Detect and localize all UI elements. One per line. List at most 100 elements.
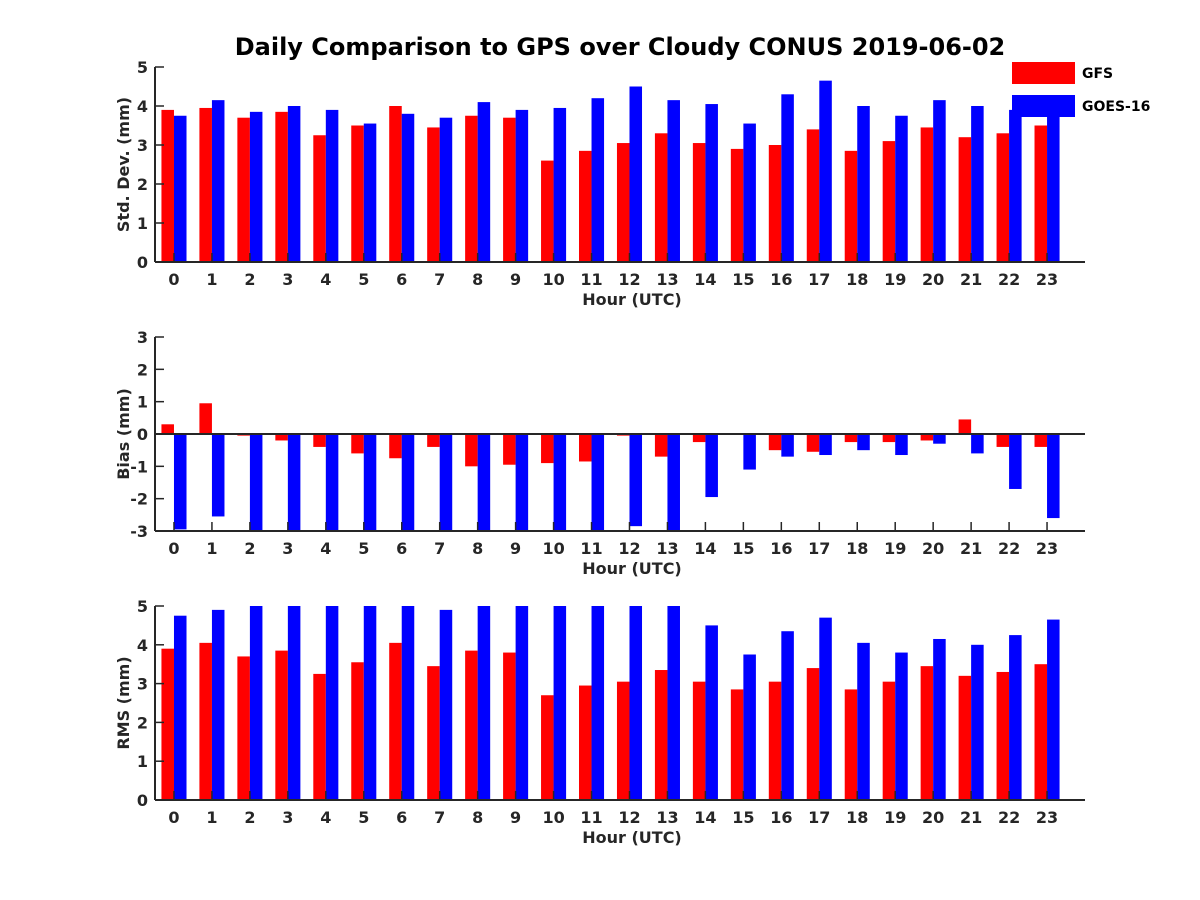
- bar-goes-16-3: [287, 106, 301, 262]
- x-tick-label: 3: [282, 808, 293, 827]
- y-tick-label: 1: [137, 752, 148, 771]
- x-tick-label: 20: [922, 539, 944, 558]
- x-tick-label: 0: [168, 270, 179, 289]
- bar-gfs-17: [806, 129, 820, 262]
- bar-goes-16-5: [363, 606, 377, 800]
- x-tick-label: 23: [1036, 808, 1058, 827]
- bar-goes-16-3: [287, 606, 301, 800]
- x-tick-label: 13: [656, 539, 678, 558]
- y-tick-label: 3: [137, 328, 148, 347]
- x-tick-label: 1: [206, 808, 217, 827]
- bar-goes-16-13: [667, 606, 680, 800]
- x-tick-label: 11: [580, 270, 602, 289]
- y-tick-label: 2: [137, 175, 148, 194]
- bar-gfs-18: [844, 150, 858, 262]
- x-tick-label: 6: [396, 270, 407, 289]
- x-tick-label: 11: [580, 808, 602, 827]
- x-tick-label: 10: [542, 808, 564, 827]
- bar-goes-16-4: [325, 434, 339, 531]
- bar-goes-16-18: [857, 434, 870, 451]
- x-tick-label: 17: [808, 270, 830, 289]
- bar-goes-16-17: [819, 80, 832, 263]
- bar-goes-16-14: [705, 104, 718, 262]
- bar-gfs-12: [616, 143, 630, 262]
- bar-goes-16-20: [933, 638, 946, 800]
- x-tick-label: 8: [472, 808, 483, 827]
- x-tick-label: 5: [358, 539, 369, 558]
- x-tick-label: 2: [244, 808, 255, 827]
- bar-goes-16-11: [591, 434, 605, 531]
- bar-goes-16-9: [515, 434, 529, 531]
- y-tick-label: 2: [137, 713, 148, 732]
- x-tick-label: 22: [998, 808, 1020, 827]
- bar-goes-16-18: [857, 106, 870, 262]
- bar-goes-16-17: [819, 617, 832, 800]
- bar-goes-16-23: [1047, 106, 1060, 262]
- bar-gfs-7: [427, 434, 440, 447]
- bar-gfs-6: [389, 106, 402, 262]
- bar-goes-16-10: [553, 107, 567, 262]
- bar-goes-16-16: [781, 631, 794, 800]
- x-tick-label: 7: [434, 539, 445, 558]
- bar-gfs-22: [996, 671, 1010, 800]
- x-tick-label: 6: [396, 539, 407, 558]
- bar-gfs-23: [1034, 125, 1048, 262]
- bar-gfs-8: [465, 434, 478, 467]
- bar-gfs-10: [541, 160, 554, 262]
- bar-gfs-20: [920, 127, 934, 262]
- x-tick-label: 10: [542, 539, 564, 558]
- bar-gfs-3: [275, 650, 288, 800]
- x-tick-label: 21: [960, 539, 982, 558]
- bar-gfs-0: [161, 424, 174, 434]
- bar-goes-16-19: [895, 434, 908, 456]
- y-tick-label: 0: [137, 253, 148, 272]
- bar-goes-16-5: [363, 123, 377, 262]
- bar-goes-16-0: [173, 615, 187, 800]
- bar-gfs-19: [882, 141, 896, 262]
- bar-goes-16-8: [477, 102, 491, 262]
- bar-goes-16-17: [819, 434, 832, 456]
- bar-gfs-0: [161, 648, 174, 800]
- bar-gfs-3: [275, 111, 288, 262]
- bar-goes-16-16: [781, 434, 794, 457]
- x-tick-label: 4: [320, 539, 331, 558]
- bar-gfs-21: [958, 675, 972, 800]
- x-tick-label: 15: [732, 270, 754, 289]
- bar-gfs-16: [768, 145, 782, 262]
- x-tick-label: 6: [396, 808, 407, 827]
- legend: GFS GOES-16: [1012, 62, 1150, 117]
- legend-swatch-goes-16: [1012, 95, 1075, 117]
- bar-goes-16-19: [895, 115, 908, 262]
- x-tick-label: 9: [510, 270, 521, 289]
- x-tick-label: 4: [320, 270, 331, 289]
- bar-goes-16-21: [971, 106, 984, 262]
- y-tick-label: 1: [137, 393, 148, 412]
- bar-gfs-1: [199, 403, 212, 434]
- y-axis-label: Bias (mm): [114, 388, 133, 480]
- bar-goes-16-13: [667, 100, 680, 263]
- bar-gfs-20: [920, 434, 934, 441]
- x-tick-label: 20: [922, 808, 944, 827]
- x-tick-label: 4: [320, 808, 331, 827]
- bar-goes-16-3: [287, 434, 301, 531]
- x-tick-label: 7: [434, 270, 445, 289]
- bar-goes-16-7: [439, 117, 453, 262]
- x-tick-label: 0: [168, 539, 179, 558]
- bar-goes-16-2: [249, 434, 263, 531]
- bar-goes-16-12: [629, 606, 643, 800]
- bar-goes-16-5: [363, 434, 377, 531]
- bar-gfs-11: [579, 685, 592, 800]
- bar-goes-16-20: [933, 100, 946, 263]
- x-tick-label: 15: [732, 808, 754, 827]
- bar-goes-16-23: [1047, 434, 1060, 519]
- legend-label-gfs: GFS: [1082, 66, 1113, 82]
- bar-goes-16-11: [591, 98, 605, 262]
- x-tick-label: 20: [922, 270, 944, 289]
- bar-goes-16-7: [439, 434, 453, 531]
- x-tick-label: 16: [770, 270, 792, 289]
- bar-gfs-15: [730, 148, 744, 262]
